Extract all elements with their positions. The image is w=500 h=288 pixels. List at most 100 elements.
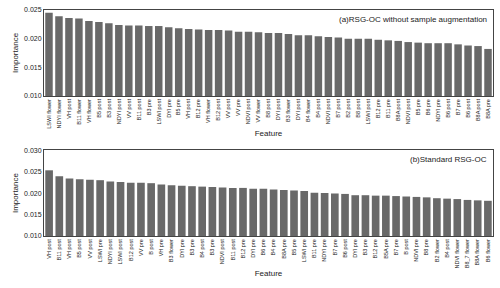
svg-text:B post: B post xyxy=(148,239,154,255)
svg-text:B3 flower: B3 flower xyxy=(168,239,174,262)
svg-text:Importance: Importance xyxy=(11,32,20,73)
svg-text:B3 flower: B3 flower xyxy=(285,99,291,122)
svg-text:NDYI post: NDYI post xyxy=(107,239,113,265)
svg-text:B4 pre: B4 pre xyxy=(270,239,276,255)
svg-text:NDVI post: NDVI post xyxy=(245,99,251,125)
svg-text:LSWI pre: LSWI pre xyxy=(301,239,307,262)
svg-text:LSWI flower: LSWI flower xyxy=(46,99,52,129)
svg-text:B8A pre: B8A pre xyxy=(485,99,491,119)
svg-text:B7 pre: B7 pre xyxy=(455,99,461,115)
svg-text:B6 pre: B6 pre xyxy=(260,239,266,255)
svg-text:B12 pre: B12 pre xyxy=(195,99,201,118)
svg-text:B8A post: B8A post xyxy=(395,99,401,121)
svg-text:B5 pre: B5 pre xyxy=(415,99,421,115)
svg-text:VV post: VV post xyxy=(126,99,132,119)
svg-text:VV pre: VV pre xyxy=(138,239,144,256)
svg-text:VV post: VV post xyxy=(225,99,231,119)
svg-text:DYI post: DYI post xyxy=(295,99,301,121)
svg-text:B7 pre: B7 pre xyxy=(393,239,399,255)
svg-text:NDYI flower: NDYI flower xyxy=(56,99,62,129)
svg-text:NDVI post: NDVI post xyxy=(219,239,225,265)
svg-text:B3 pre: B3 pre xyxy=(209,239,215,255)
svg-text:VH post: VH post xyxy=(66,99,72,119)
svg-text:B12 pre: B12 pre xyxy=(372,239,378,258)
svg-text:B11 flower: B11 flower xyxy=(76,99,82,125)
svg-text:VV flower: VV flower xyxy=(255,99,261,123)
svg-text:B5 pre: B5 pre xyxy=(175,99,181,115)
svg-text:B6 post: B6 post xyxy=(342,239,348,258)
svg-text:NDVI flower: NDVI flower xyxy=(454,239,460,269)
svg-text:B12 pre: B12 pre xyxy=(240,239,246,258)
svg-text:B3 post: B3 post xyxy=(106,99,112,118)
svg-text:B6 post: B6 post xyxy=(445,99,451,118)
svg-text:0.010: 0.010 xyxy=(24,92,42,99)
svg-text:Importance: Importance xyxy=(11,173,20,214)
svg-text:0.010: 0.010 xyxy=(24,232,42,239)
svg-text:DYI pre: DYI pre xyxy=(166,99,172,118)
svg-text:VH flower: VH flower xyxy=(205,99,211,123)
svg-text:B6 flower: B6 flower xyxy=(485,239,491,262)
svg-text:B11 pre: B11 pre xyxy=(385,99,391,118)
svg-text:LSWI post: LSWI post xyxy=(365,99,371,125)
svg-text:0.025: 0.025 xyxy=(24,168,42,175)
svg-text:NDVI post: NDVI post xyxy=(405,99,411,125)
svg-text:B5 pre: B5 pre xyxy=(291,239,297,255)
svg-text:B8_7 flower: B8_7 flower xyxy=(464,239,470,268)
svg-text:NDYI post: NDYI post xyxy=(116,99,122,125)
svg-text:VH flower: VH flower xyxy=(86,99,92,123)
svg-text:NDYI pre: NDYI pre xyxy=(321,239,327,262)
svg-text:DYI pre: DYI pre xyxy=(352,239,358,258)
svg-text:B8 post: B8 post xyxy=(265,99,271,118)
svg-text:0.020: 0.020 xyxy=(24,35,42,42)
svg-text:B2 flower: B2 flower xyxy=(434,239,440,262)
svg-text:VV pre: VV pre xyxy=(235,99,241,116)
svg-text:NDYI pre: NDYI pre xyxy=(435,99,441,122)
svg-text:B5A pre: B5A pre xyxy=(383,239,389,259)
svg-text:(a)RSG-OC without sample augme: (a)RSG-OC without sample augmentation xyxy=(339,15,487,24)
svg-text:VH post: VH post xyxy=(66,239,72,259)
svg-text:B post: B post xyxy=(403,239,409,255)
svg-text:B4 flower: B4 flower xyxy=(305,99,311,122)
svg-text:VH post: VH post xyxy=(46,239,52,259)
svg-text:B2 post: B2 post xyxy=(345,99,351,118)
svg-text:0.025: 0.025 xyxy=(24,6,42,13)
svg-text:B7 pre: B7 pre xyxy=(332,239,338,255)
svg-text:DYI post: DYI post xyxy=(275,99,281,121)
svg-text:B5 post: B5 post xyxy=(77,239,83,258)
svg-text:B8A post: B8A post xyxy=(475,99,481,121)
svg-text:VH pre: VH pre xyxy=(158,239,164,256)
svg-text:0.020: 0.020 xyxy=(24,190,42,197)
svg-text:0.015: 0.015 xyxy=(24,64,42,71)
svg-text:DYI pre: DYI pre xyxy=(250,239,256,258)
svg-text:B11 pre: B11 pre xyxy=(311,239,317,258)
svg-text:NDVI pre: NDVI pre xyxy=(413,239,419,262)
svg-text:Feature: Feature xyxy=(255,269,283,278)
svg-text:B12 post: B12 post xyxy=(215,99,221,121)
svg-text:(b)Standard RSG-OC: (b)Standard RSG-OC xyxy=(410,155,487,164)
svg-text:B11 post: B11 post xyxy=(56,239,62,261)
svg-text:B5 post: B5 post xyxy=(96,99,102,118)
svg-text:B11 post: B11 post xyxy=(230,239,236,261)
svg-text:B12 pre: B12 pre xyxy=(375,99,381,118)
svg-text:B6 post: B6 post xyxy=(465,99,471,118)
svg-text:B3 pre: B3 pre xyxy=(146,99,152,115)
svg-text:Feature: Feature xyxy=(255,129,283,138)
svg-text:LSWI pre: LSWI pre xyxy=(97,239,103,262)
svg-text:B4 post: B4 post xyxy=(315,99,321,118)
svg-text:B8A flower: B8A flower xyxy=(474,239,480,265)
svg-text:0.030: 0.030 xyxy=(24,147,42,154)
svg-text:B8A pre: B8A pre xyxy=(281,239,287,259)
svg-text:NDVI post: NDVI post xyxy=(325,99,331,125)
svg-text:LSWI post: LSWI post xyxy=(156,99,162,125)
svg-text:B6 pre: B6 pre xyxy=(425,99,431,115)
svg-text:0.015: 0.015 xyxy=(24,211,42,218)
svg-text:B3 pre: B3 pre xyxy=(362,239,368,255)
svg-text:LSWI post: LSWI post xyxy=(117,239,123,265)
svg-text:B7 post: B7 post xyxy=(335,99,341,118)
svg-text:B12 post: B12 post xyxy=(128,239,134,261)
svg-text:B8 post: B8 post xyxy=(355,99,361,118)
svg-text:VH post: VH post xyxy=(185,99,191,119)
svg-text:VV post: VV post xyxy=(87,239,93,259)
svg-text:B11 post: B11 post xyxy=(136,99,142,121)
svg-text:B4 post: B4 post xyxy=(199,239,205,258)
